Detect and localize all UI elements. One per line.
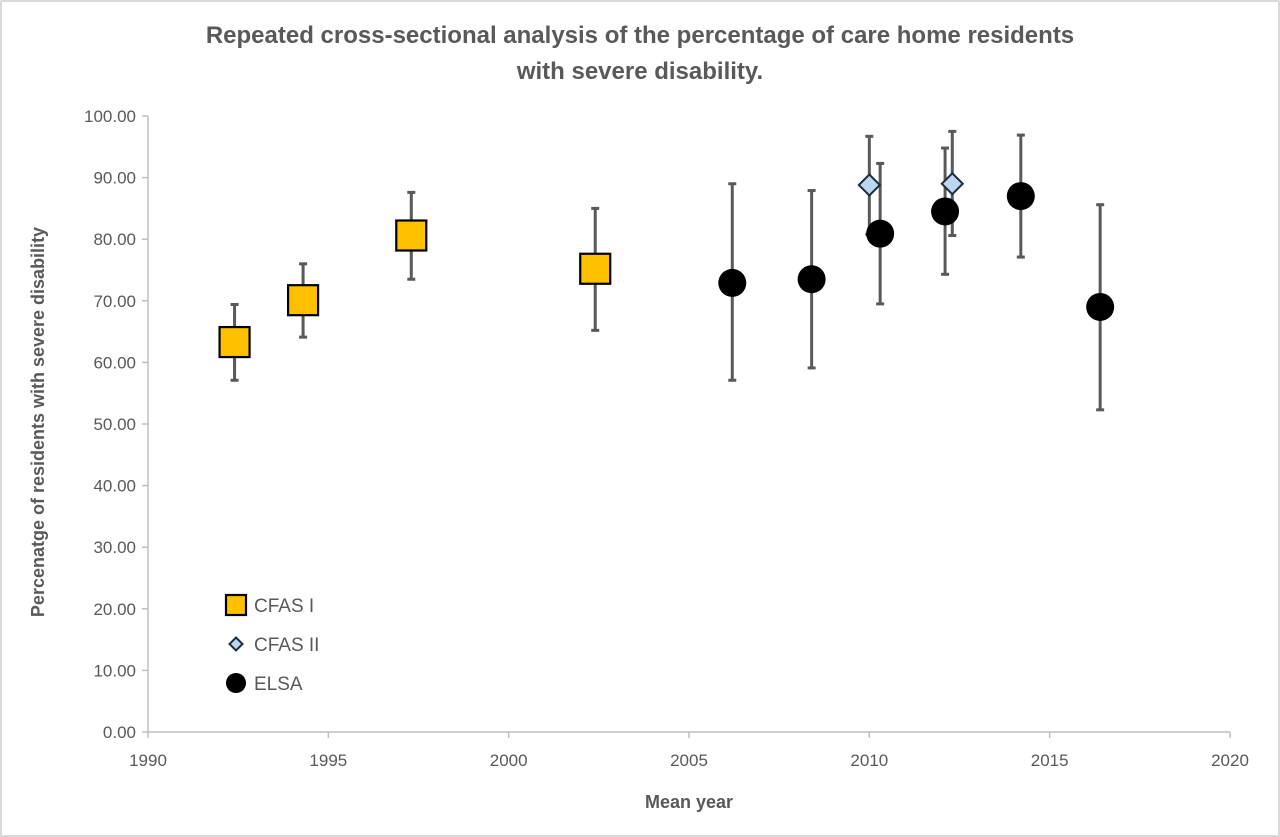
x-tick-label: 2000 — [490, 751, 528, 770]
cfas-i-point — [286, 284, 320, 317]
y-tick-label: 70.00 — [93, 292, 136, 311]
legend-marker-cfas-ii — [228, 636, 244, 652]
y-tick-label: 30.00 — [93, 538, 136, 557]
legend-label: CFAS I — [254, 596, 314, 617]
data-markers — [218, 171, 1115, 359]
cfas-i-point — [395, 219, 428, 252]
x-tick-label: 2005 — [670, 751, 708, 770]
legend-label: ELSA — [254, 674, 303, 695]
cfas-ii-point — [940, 171, 965, 196]
y-tick-label: 10.00 — [93, 661, 136, 680]
elsa-point — [931, 197, 960, 226]
y-axis-title: Percenatge of residents with severe disa… — [28, 227, 48, 617]
x-tick-label: 1995 — [309, 751, 347, 770]
y-tick-label: 80.00 — [93, 230, 136, 249]
y-tick-label: 50.00 — [93, 415, 136, 434]
y-tick-label: 100.00 — [84, 107, 136, 126]
legend-label: CFAS II — [254, 635, 319, 656]
cfas-i-point — [579, 252, 612, 285]
legend: CFAS I CFAS II ELSA — [224, 593, 319, 695]
legend-marker-elsa — [226, 673, 246, 693]
chart-title-line-2: with severe disability. — [516, 58, 764, 85]
x-tick-label: 2020 — [1211, 751, 1249, 770]
cfas-ii-point — [857, 173, 882, 197]
x-axis-title: Mean year — [645, 792, 733, 812]
legend-marker-cfas-i — [224, 593, 248, 617]
x-tick-label: 1990 — [129, 751, 167, 770]
error-bars — [230, 129, 1105, 412]
elsa-point — [1006, 182, 1035, 211]
elsa-point — [1086, 292, 1115, 321]
axes: 0.00 10.00 20.00 30.00 40.00 50.00 60.00 70.00 8… — [84, 107, 1249, 770]
x-tick-label: 2015 — [1031, 751, 1069, 770]
y-tick-label: 0.00 — [103, 723, 136, 742]
cfas-i-point — [218, 325, 251, 359]
chart-title-line-1: Repeated cross-sectional analysis of the… — [205, 22, 1075, 49]
elsa-point — [866, 219, 895, 248]
y-tick-label: 40.00 — [93, 477, 136, 496]
y-tick-label: 90.00 — [93, 169, 136, 188]
x-tick-label: 2010 — [850, 751, 888, 770]
y-tick-label: 20.00 — [93, 600, 136, 619]
elsa-point — [718, 268, 747, 297]
elsa-point — [797, 265, 826, 294]
y-tick-label: 60.00 — [93, 353, 136, 372]
